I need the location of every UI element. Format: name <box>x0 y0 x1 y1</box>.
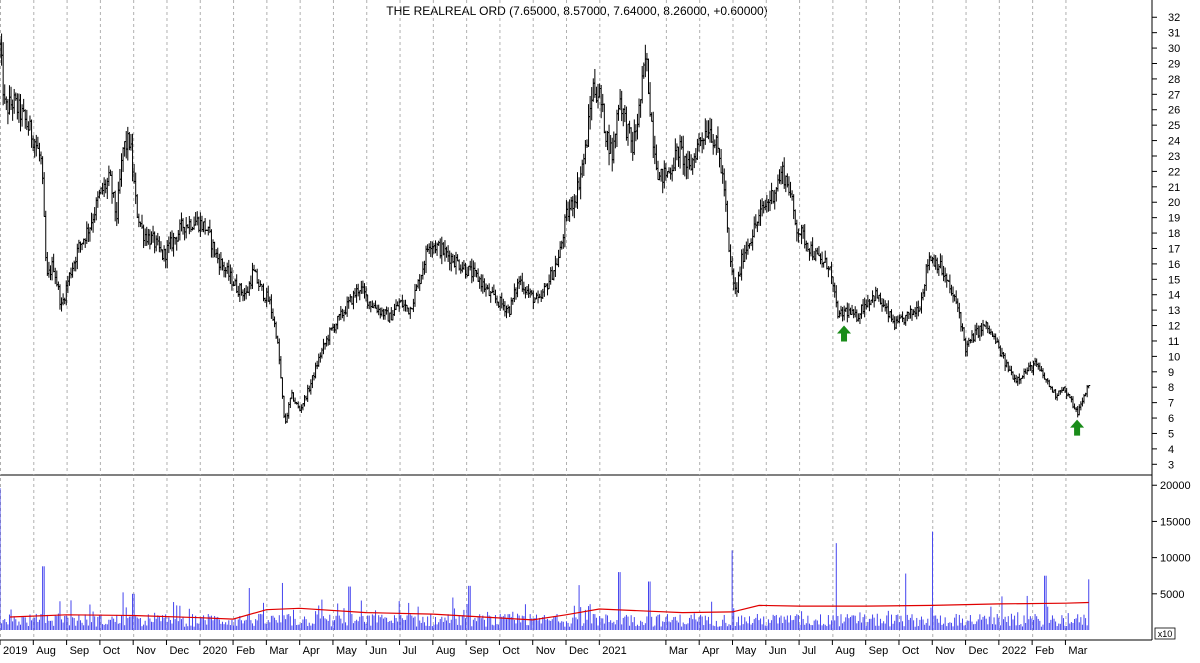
date-tick-label: Oct <box>502 645 519 657</box>
date-tick-label: Jul <box>802 645 816 657</box>
price-tick-label: 20 <box>1168 197 1180 209</box>
date-tick-label: Sep <box>869 645 889 657</box>
date-tick-label: Mar <box>669 645 688 657</box>
date-tick-label: Mar <box>269 645 288 657</box>
price-tick-label: 23 <box>1168 151 1180 163</box>
date-tick-label: Apr <box>303 645 320 657</box>
date-tick-label: May <box>735 645 756 657</box>
price-tick-label: 21 <box>1168 182 1180 194</box>
price-tick-label: 25 <box>1168 120 1180 132</box>
price-bar <box>1087 384 1091 389</box>
volume-bars <box>0 488 1090 630</box>
date-tick-label: Dec <box>969 645 989 657</box>
price-tick-label: 18 <box>1168 228 1180 240</box>
date-tick-label: Dec <box>569 645 589 657</box>
date-tick-label: 2022 <box>1002 645 1026 657</box>
price-tick-label: 14 <box>1168 290 1180 302</box>
price-tick-label: 13 <box>1168 305 1180 317</box>
price-tick-label: 15 <box>1168 274 1180 286</box>
date-tick-label: Aug <box>436 645 456 657</box>
price-tick-label: 28 <box>1168 74 1180 86</box>
price-tick-label: 22 <box>1168 166 1180 178</box>
date-tick-label: Feb <box>236 645 255 657</box>
date-axis: 2019 Aug Sep Oct Nov Dec 2020 Feb Mar Apr May Jun Ju… <box>0 640 1088 657</box>
date-tick-label: May <box>336 645 357 657</box>
date-tick-label: 2019 <box>3 645 27 657</box>
volume-scale-box <box>1154 627 1176 640</box>
up-arrow-icon <box>1070 419 1085 436</box>
date-tick-label: Oct <box>902 645 919 657</box>
date-tick-label: Nov <box>136 645 156 657</box>
price-tick-label: 27 <box>1168 89 1180 101</box>
price-tick-label: 11 <box>1168 336 1179 348</box>
price-tick-label: 9 <box>1168 367 1174 379</box>
volume-tick-label: 10000 <box>1160 553 1191 565</box>
date-tick-label: Aug <box>835 645 855 657</box>
price-bars <box>0 33 1091 424</box>
volume-ma-line <box>9 601 1089 621</box>
price-tick-label: 5 <box>1168 428 1174 440</box>
chart-title: THE REALREAL ORD (7.65000, 8.57000, 7.64… <box>386 4 767 18</box>
date-tick-label: Sep <box>469 645 489 657</box>
volume-tick-label: 20000 <box>1160 480 1191 492</box>
price-tick-label: 7 <box>1168 398 1174 410</box>
price-tick-label: 32 <box>1168 12 1180 24</box>
date-tick-label: Mar <box>1068 645 1087 657</box>
price-tick-label: 29 <box>1168 58 1180 70</box>
price-tick-label: 6 <box>1168 413 1174 425</box>
volume-axis: 5000 10000 15000 20000 <box>1152 480 1191 601</box>
date-tick-label: Jul <box>403 645 417 657</box>
volume-scale-note: x10 <box>1158 629 1173 639</box>
annotation-arrows <box>837 325 1085 436</box>
date-tick-label: Apr <box>702 645 719 657</box>
date-tick-label: Feb <box>1035 645 1054 657</box>
date-tick-label: Oct <box>103 645 120 657</box>
volume-tick-label: 15000 <box>1160 516 1191 528</box>
volume-moving-average <box>9 601 1089 621</box>
volume-tick-label: 5000 <box>1160 589 1184 601</box>
price-tick-label: 4 <box>1168 444 1174 456</box>
price-tick-label: 16 <box>1168 259 1180 271</box>
date-tick-label: 2021 <box>602 645 626 657</box>
price-tick-label: 30 <box>1168 43 1180 55</box>
price-tick-label: 10 <box>1168 351 1180 363</box>
price-tick-label: 12 <box>1168 321 1180 333</box>
price-tick-label: 19 <box>1168 213 1180 225</box>
date-tick-label: Nov <box>536 645 556 657</box>
price-tick-label: 31 <box>1168 28 1180 40</box>
date-tick-label: Nov <box>935 645 955 657</box>
date-tick-label: Sep <box>70 645 90 657</box>
price-tick-label: 26 <box>1168 105 1180 117</box>
price-tick-label: 3 <box>1168 459 1174 471</box>
price-tick-label: 8 <box>1168 382 1174 394</box>
up-arrow-icon <box>837 325 852 342</box>
date-tick-label: Aug <box>36 645 56 657</box>
price-axis: 3 4 5 6 7 8 9 10 11 12 13 14 15 16 17 18 19 20 21 22 23 24 25 2… <box>1152 12 1180 471</box>
date-tick-label: Dec <box>169 645 189 657</box>
date-tick-label: 2020 <box>203 645 227 657</box>
price-tick-label: 24 <box>1168 136 1180 148</box>
date-tick-label: Jun <box>769 645 787 657</box>
date-tick-label: Jun <box>369 645 387 657</box>
price-tick-label: 17 <box>1168 243 1180 255</box>
